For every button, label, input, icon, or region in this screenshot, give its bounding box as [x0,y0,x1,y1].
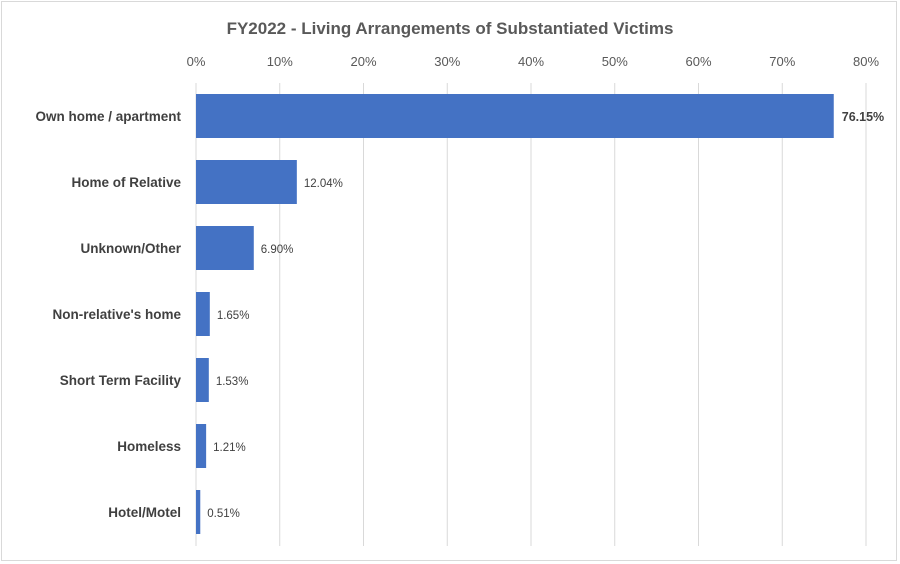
category-label: Non-relative's home [53,307,182,322]
chart-title: FY2022 - Living Arrangements of Substant… [227,19,674,38]
x-tick-label: 10% [267,54,293,69]
bar [196,490,201,534]
data-label: 12.04% [304,178,343,190]
category-label: Homeless [117,439,181,454]
x-tick-label: 60% [685,54,711,69]
data-label: 1.53% [216,376,249,388]
category-label: Unknown/Other [81,241,182,256]
x-tick-label: 40% [518,54,544,69]
x-tick-label: 20% [350,54,376,69]
data-label: 1.21% [213,442,246,454]
bar [196,292,210,336]
bar [196,226,254,270]
bar [196,358,209,402]
data-label: 6.90% [261,244,294,256]
category-label: Own home / apartment [35,109,181,124]
data-label: 1.65% [217,310,250,322]
category-label: Hotel/Motel [108,505,181,520]
x-tick-label: 70% [769,54,795,69]
category-label: Short Term Facility [60,373,182,388]
category-label: Home of Relative [71,175,181,190]
x-tick-label: 30% [434,54,460,69]
x-tick-label: 80% [853,54,879,69]
bar [196,160,297,204]
data-label: 76.15% [842,110,884,124]
x-tick-label: 0% [187,54,206,69]
x-tick-label: 50% [602,54,628,69]
bar [196,94,834,138]
data-label: 0.51% [207,508,240,520]
bar [196,424,207,468]
